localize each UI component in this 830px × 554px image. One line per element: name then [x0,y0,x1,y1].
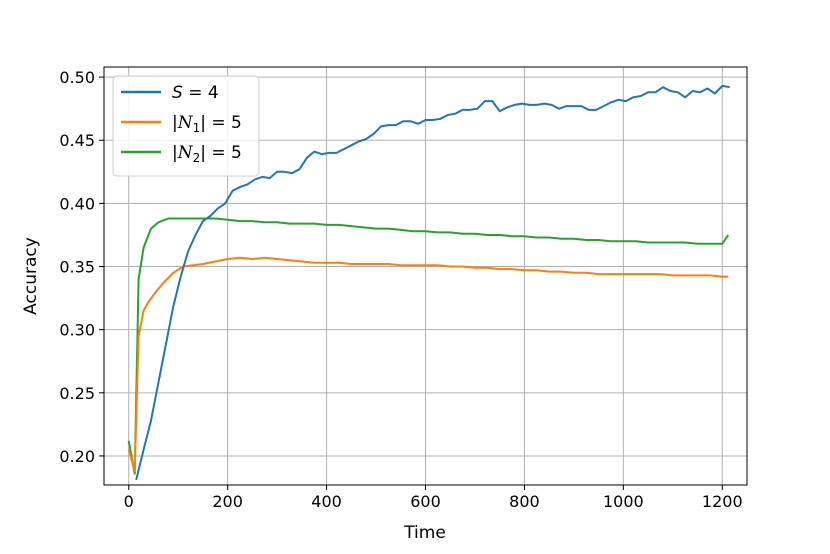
y-axis-ticks: 0.20 0.25 0.30 0.35 0.40 0.45 0.50 [59,68,104,466]
x-tick-label: 800 [509,492,540,511]
legend: S = 4 |N1| = 5 |N2| = 5 [112,75,260,177]
x-tick-label: 0 [124,492,134,511]
x-axis-ticks: 0 200 400 600 800 1000 1200 [124,485,743,511]
x-tick-label: 1000 [603,492,644,511]
y-tick-label: 0.25 [59,384,95,403]
legend-label-2: |N1| = 5 [172,113,242,135]
y-tick-label: 0.35 [59,258,95,277]
y-tick-label: 0.20 [59,447,95,466]
x-tick-label: 1200 [702,492,743,511]
x-tick-label: 200 [212,492,243,511]
series-line-2 [127,256,729,473]
series-line-1 [135,84,730,481]
x-tick-label: 600 [410,492,441,511]
y-axis-label: Accuracy [21,237,41,315]
grid-lines [104,67,747,485]
y-tick-label: 0.45 [59,131,95,150]
plot-area [127,84,730,481]
y-tick-label: 0.30 [59,321,95,340]
series-line-3 [127,217,730,475]
x-axis-label: Time [403,523,446,543]
x-tick-label: 400 [311,492,342,511]
legend-label-1: S = 4 [172,83,219,103]
y-tick-label: 0.50 [59,68,95,87]
y-tick-label: 0.40 [59,194,95,213]
legend-label-3: |N2| = 5 [172,143,242,165]
